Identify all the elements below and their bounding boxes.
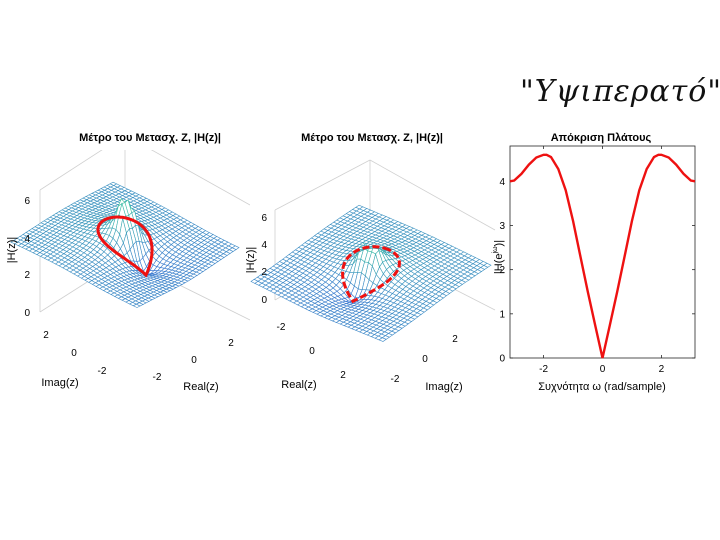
z-tick: 0 [24, 308, 30, 319]
surface1-mesh [10, 181, 240, 308]
line-chart-ticks: 0 1 2 3 4 -2 0 2 [499, 146, 695, 375]
z-tick: 0 [261, 295, 267, 306]
box-gridline [150, 150, 250, 206]
surface2-mesh [250, 204, 492, 342]
x-tick: 2 [340, 370, 346, 381]
x-tick-label: 0 [600, 364, 606, 375]
x-axis-label: Real(z) [183, 381, 218, 393]
plot-area [509, 145, 696, 359]
x-axis-label: Συχνότητα ω (rad/sample) [538, 381, 666, 393]
z-tick: 4 [261, 240, 267, 251]
x-tick-label: -2 [539, 364, 548, 375]
surface1-ticks: 0 2 4 6 2 0 -2 -2 0 2 [24, 196, 234, 383]
y-tick: 2 [452, 334, 458, 345]
y-tick: -2 [391, 374, 400, 385]
z-tick: 2 [24, 270, 30, 281]
surface2-ticks: 0 2 4 6 -2 0 2 -2 0 2 [261, 213, 458, 385]
x-tick: -2 [277, 322, 286, 333]
box-gridline [39, 150, 103, 191]
x-tick: -2 [153, 372, 162, 383]
magnitude-response-chart: 0 1 2 3 4 -2 0 2 |H(ejω)| Συχνότητα ω (rad/samp… [492, 145, 696, 393]
y-axis-label: Imag(z) [41, 377, 78, 389]
y-tick: 2 [43, 330, 49, 341]
handwritten-note: "Υψιπερατό" [520, 74, 720, 109]
surface1-unit-circle-trace [96, 215, 154, 278]
line-chart-title: Απόκριση Πλάτους [550, 132, 652, 144]
y-axis-label: Imag(z) [425, 381, 462, 393]
z-tick: 6 [24, 196, 30, 207]
x-tick: 2 [228, 338, 234, 349]
z-axis-label: |H(z)| [245, 247, 257, 274]
x-tick-label: 2 [659, 364, 665, 375]
box-gridline [274, 159, 371, 211]
z-tick: 6 [261, 213, 267, 224]
surface2-title: Μέτρο του Μετασχ. Z, |H(z)| [301, 132, 443, 144]
surface-chart-1: 0 2 4 6 2 0 -2 -2 0 2 |H(z)| Imag(z) Rea… [6, 150, 250, 393]
box-gridline [369, 159, 496, 231]
x-axis-label: Real(z) [281, 379, 316, 391]
y-tick: 0 [71, 348, 77, 359]
y-axis-label: |H(ejω)| [492, 240, 505, 274]
y-tick-label: 3 [499, 221, 505, 232]
z-axis-label: |H(z)| [6, 237, 18, 264]
y-tick-label: 2 [499, 265, 505, 276]
surface-chart-2: 0 2 4 6 -2 0 2 -2 0 2 |H(z)| Real(z) Ima… [245, 159, 496, 393]
surface-patch [132, 303, 141, 308]
x-tick: 0 [191, 355, 197, 366]
z-tick: 4 [24, 234, 30, 245]
y-tick-label: 0 [499, 354, 505, 365]
y-tick: -2 [98, 366, 107, 377]
y-tick: 0 [422, 354, 428, 365]
surface2-unit-circle-trace [341, 245, 401, 304]
surface-patch [483, 262, 492, 268]
y-tick-label: 4 [499, 177, 505, 188]
x-tick: 0 [309, 346, 315, 357]
y-tick-label: 1 [499, 309, 505, 320]
z-tick: 2 [261, 267, 267, 278]
surface1-title: Μέτρο του Μετασχ. Z, |H(z)| [79, 132, 221, 144]
magnitude-line [509, 153, 696, 359]
